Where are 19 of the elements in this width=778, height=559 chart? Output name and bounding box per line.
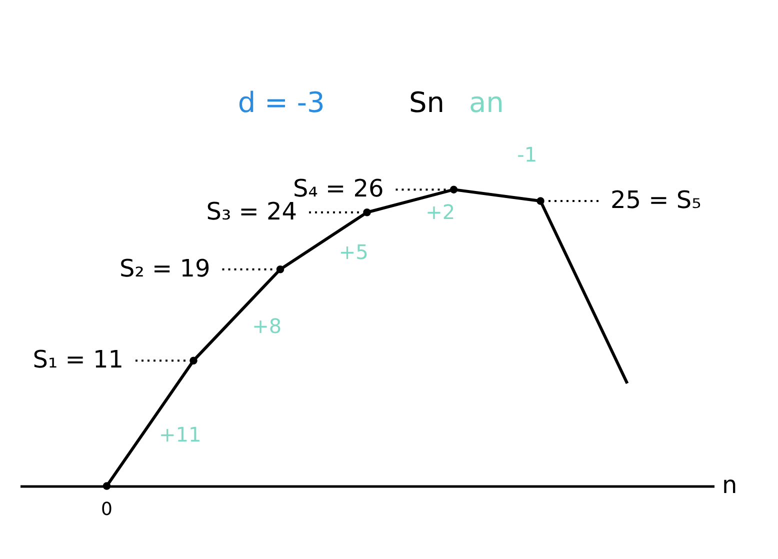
point bbox=[450, 186, 458, 194]
data-label: S₁ = 11 bbox=[32, 346, 124, 374]
text: Sn bbox=[409, 86, 445, 119]
annotation: +8 bbox=[252, 314, 282, 338]
annotation: +5 bbox=[338, 240, 368, 264]
data-label: S₂ = 19 bbox=[119, 254, 210, 282]
annotation: +11 bbox=[159, 422, 202, 446]
text: an bbox=[469, 86, 504, 119]
text: 0 bbox=[101, 499, 112, 520]
x-axis-title: n bbox=[722, 471, 738, 499]
point bbox=[363, 208, 371, 216]
chart-title: d = -3 bbox=[238, 86, 325, 119]
point bbox=[276, 266, 284, 274]
annotation: +2 bbox=[426, 200, 456, 224]
point bbox=[536, 197, 544, 205]
point bbox=[190, 356, 198, 364]
data-label: 25 = S₅ bbox=[610, 186, 702, 214]
point bbox=[102, 482, 111, 490]
text: -1 bbox=[517, 142, 538, 166]
